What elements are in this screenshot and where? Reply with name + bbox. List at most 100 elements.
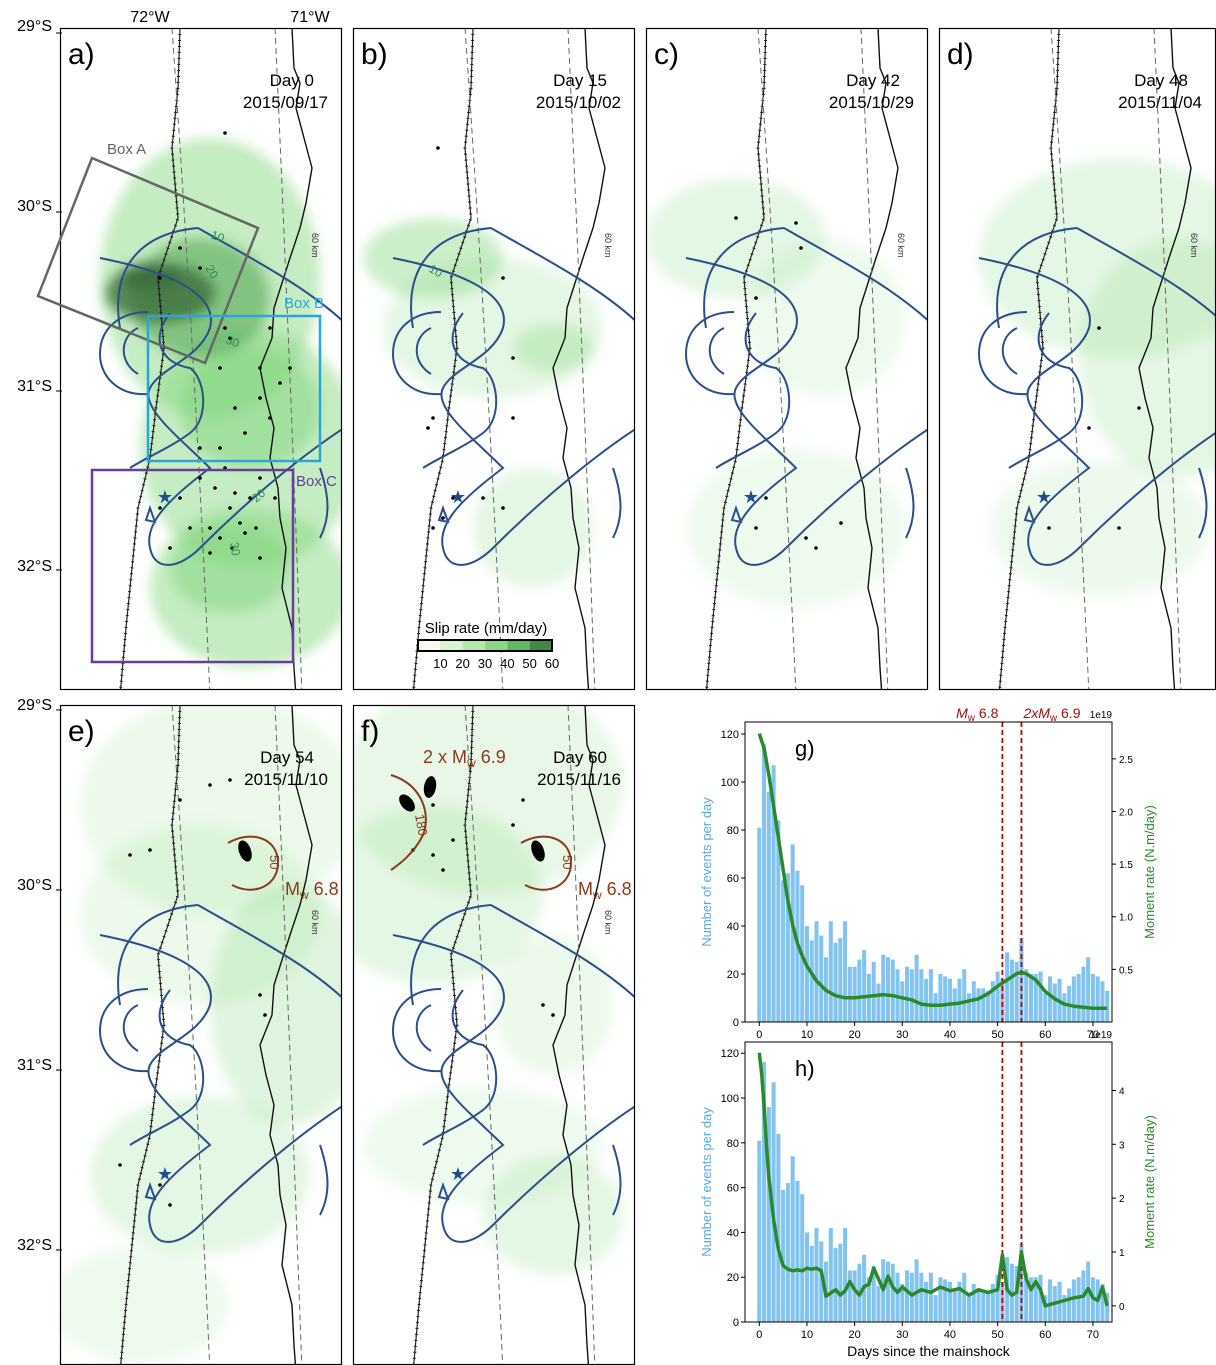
aftershock-dot (198, 476, 202, 480)
x-tick-label: 60 (1039, 1329, 1051, 1341)
colorbar-tick: 20 (455, 656, 469, 671)
slip-contour-label: 30 (227, 541, 243, 557)
bar (966, 993, 972, 1022)
mw68-label: Mw 6.8 (578, 879, 632, 902)
bar (762, 1062, 767, 1322)
bar (990, 1283, 995, 1322)
bar (947, 1281, 952, 1322)
bar (833, 1248, 838, 1322)
mw68-contour-label: 50 (267, 855, 282, 869)
y2-tick-label: 2.0 (1119, 807, 1133, 818)
day-label: Day 54 (260, 748, 314, 767)
depth-contour-label: 60 km (603, 910, 613, 935)
bar (1081, 966, 1086, 1022)
bar (828, 1227, 833, 1322)
panel-label: g) (795, 736, 815, 761)
y-tick-label: 60 (727, 1183, 739, 1195)
bar (1005, 952, 1010, 1022)
bar (809, 940, 814, 1022)
colorbar-swatch (507, 640, 530, 651)
aftershock-dot (268, 326, 272, 330)
aftershock-dot (511, 416, 515, 420)
y2-tick-label: 1.5 (1119, 860, 1133, 871)
x-tick-label: 30 (896, 1329, 908, 1341)
bar (1038, 1274, 1043, 1322)
panel-label: f) (361, 715, 379, 748)
aftershock-dot (839, 521, 843, 525)
bar (1095, 976, 1100, 1022)
aftershock-dot (238, 521, 242, 525)
moment-rate-line (757, 1052, 1109, 1308)
bar (933, 1295, 938, 1322)
x-tick-label: 40 (944, 1329, 956, 1341)
y2-tick-label: 0.5 (1119, 965, 1133, 976)
bar (919, 969, 924, 1022)
bar (885, 957, 891, 1022)
bar (952, 1290, 957, 1322)
bar (957, 978, 962, 1022)
aftershock-dot (218, 446, 222, 450)
aftershock-dot (734, 216, 738, 220)
mainshock-star-icon: ★ (743, 487, 759, 507)
bar (847, 1270, 852, 1322)
bar (809, 1245, 814, 1322)
beachball-icon (423, 776, 437, 798)
panel-label: c) (654, 38, 679, 71)
x-tick-label: 20 (848, 1329, 860, 1341)
bar (847, 966, 852, 1022)
bar (924, 1281, 929, 1322)
aftershock-dot (198, 446, 202, 450)
bar (766, 791, 771, 1022)
bar (933, 993, 938, 1022)
aftershock-dot (248, 496, 252, 500)
depth-contour-label: 60 km (310, 233, 320, 258)
bar (1086, 957, 1091, 1022)
aftershock-dot (268, 416, 272, 420)
aftershock-dot (228, 778, 232, 782)
beachball-icon (238, 840, 252, 862)
aftershock-dot (431, 803, 435, 807)
bar (866, 974, 871, 1022)
colorbar: Slip rate (mm/day) 10 20 30 40 50 60 (417, 620, 559, 671)
slip-patch (120, 262, 180, 290)
slip-contour-label: 10 (209, 228, 227, 246)
bar (947, 978, 952, 1022)
bar (909, 969, 914, 1022)
map-content: 60 km ★ (353, 28, 635, 690)
x-tick-label: 70 (1087, 1329, 1099, 1341)
bar (1033, 974, 1038, 1022)
bar (1100, 1283, 1105, 1322)
panel-label: h) (795, 1056, 815, 1081)
aftershock-dot (511, 356, 515, 360)
bar (776, 1133, 781, 1322)
bar (1067, 1288, 1072, 1322)
y2-axis-label: Moment rate (N.m/day) (1142, 1115, 1157, 1249)
aftershock-dot (243, 531, 247, 535)
bar (1033, 1277, 1038, 1322)
bar (757, 1140, 762, 1322)
bar (766, 1106, 771, 1322)
panel-label: a) (68, 38, 95, 71)
y-tick-label: 80 (727, 825, 739, 837)
bar (838, 938, 843, 1022)
bar (938, 1277, 943, 1322)
x-tick-label: 10 (801, 1329, 813, 1341)
colorbar-tick: 60 (545, 656, 559, 671)
aftershock-dot (451, 496, 455, 500)
bar (986, 1292, 991, 1322)
bar (885, 1261, 891, 1322)
bar (781, 880, 786, 1022)
map-frame (352, 27, 636, 691)
y-axis-label: Number of events per day (699, 1107, 714, 1257)
day-label: Day 60 (553, 748, 607, 767)
aftershock-dot (814, 546, 818, 550)
bar (962, 1272, 967, 1322)
slip-patch (686, 448, 906, 608)
depth-contour-label: 60 km (310, 910, 320, 935)
mw68-contour-label: 50 (560, 855, 575, 869)
mw68-val: 6.8 (309, 879, 339, 899)
map-content: 60 km ★ (60, 28, 342, 690)
